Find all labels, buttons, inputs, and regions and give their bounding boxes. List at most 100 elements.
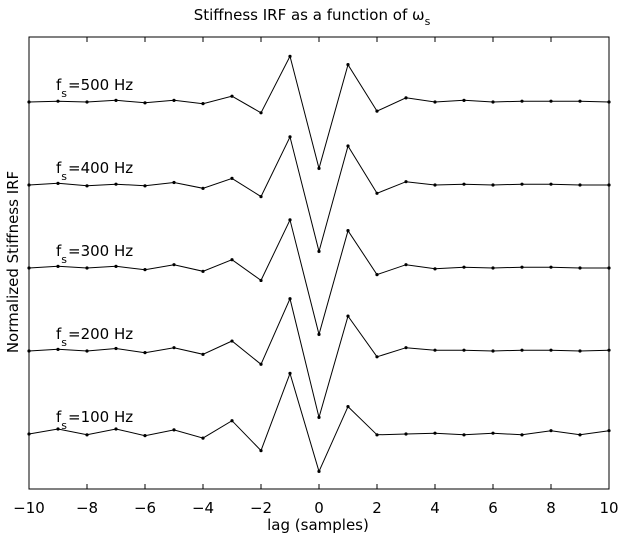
data-point	[201, 102, 205, 106]
x-axis-label: lag (samples)	[267, 516, 369, 534]
data-point	[520, 433, 524, 437]
data-point	[27, 349, 31, 353]
data-point	[143, 101, 147, 105]
data-point	[259, 449, 263, 453]
data-point	[317, 469, 321, 473]
data-point	[462, 348, 466, 352]
data-point	[375, 109, 379, 113]
data-point	[578, 99, 582, 103]
data-point	[85, 184, 89, 188]
data-point	[85, 349, 89, 353]
data-point	[520, 265, 524, 269]
data-point	[85, 266, 89, 270]
data-point	[172, 263, 176, 267]
x-tick-label: 2	[372, 499, 382, 517]
data-point	[85, 433, 89, 437]
data-point	[607, 429, 611, 433]
data-point	[549, 182, 553, 186]
series-line	[28, 218, 609, 337]
series-line	[28, 54, 610, 171]
data-point	[375, 191, 379, 195]
data-point	[56, 99, 60, 103]
data-point	[607, 100, 611, 104]
data-point	[346, 63, 350, 67]
data-point	[288, 218, 292, 222]
series-label: fs=500 Hz	[56, 76, 133, 100]
data-point	[317, 415, 321, 419]
series-label: fs=200 Hz	[56, 325, 133, 349]
data-point	[201, 186, 205, 190]
data-point	[56, 181, 60, 185]
data-point	[491, 349, 495, 353]
data-point	[578, 183, 582, 187]
data-point	[143, 184, 147, 188]
data-point	[230, 94, 234, 98]
data-point	[375, 273, 379, 277]
x-tick-label: 0	[314, 499, 324, 517]
series-layer	[27, 54, 611, 473]
data-point	[288, 135, 292, 139]
data-point	[259, 278, 263, 283]
data-point	[317, 332, 321, 336]
data-point	[462, 182, 466, 186]
data-point	[404, 263, 408, 267]
data-point	[27, 183, 31, 187]
data-point	[520, 182, 524, 186]
data-point	[288, 371, 292, 376]
data-point	[462, 433, 466, 437]
series-labels: fs=500 Hz fs=400 Hz fs=300 Hz fs=200 Hz fs=1…	[56, 76, 133, 432]
data-point	[259, 362, 263, 366]
x-tick-label: −2	[250, 499, 272, 517]
data-point	[172, 346, 176, 350]
x-tick-label: −8	[76, 499, 98, 517]
data-point	[114, 346, 118, 351]
data-point	[433, 100, 437, 104]
data-point	[317, 166, 321, 170]
data-point	[288, 54, 292, 58]
data-point	[404, 346, 408, 350]
data-point	[549, 348, 553, 352]
data-point	[230, 176, 234, 180]
data-point	[520, 348, 524, 352]
data-point	[375, 355, 379, 359]
data-point	[433, 183, 437, 187]
data-point	[114, 264, 118, 268]
data-point	[317, 249, 321, 253]
data-point	[143, 351, 147, 355]
data-point	[230, 339, 234, 343]
data-point	[201, 436, 205, 440]
data-point	[259, 195, 263, 199]
data-point	[114, 98, 118, 102]
chart-title-text: Stiffness IRF as a function of	[194, 6, 412, 24]
data-point	[578, 266, 582, 270]
data-point	[85, 100, 89, 104]
data-point	[114, 182, 118, 186]
data-point	[27, 432, 31, 436]
series-line	[28, 297, 610, 420]
data-point	[404, 180, 408, 184]
data-point	[491, 266, 495, 270]
data-point	[433, 348, 437, 352]
x-axis-ticks: −10 −8 −6 −4 −2 0 2 4 6 8 10	[13, 37, 619, 517]
data-point	[114, 427, 118, 431]
y-axis-label: Normalized Stiffness IRF	[4, 171, 22, 353]
chart-title-symbol: ω	[412, 6, 425, 24]
data-point	[143, 268, 147, 272]
data-point	[462, 265, 466, 269]
data-point	[404, 432, 408, 436]
data-point	[346, 229, 350, 233]
data-point	[56, 347, 60, 351]
data-point	[346, 144, 350, 148]
data-point	[172, 428, 176, 432]
data-point	[578, 433, 582, 437]
data-point	[549, 99, 553, 103]
x-tick-label: −4	[192, 499, 214, 517]
data-point	[143, 434, 147, 438]
data-point	[230, 258, 234, 262]
data-point	[491, 100, 495, 104]
data-point	[172, 98, 176, 102]
data-point	[346, 405, 350, 409]
data-point	[433, 431, 437, 435]
data-point	[607, 266, 611, 270]
